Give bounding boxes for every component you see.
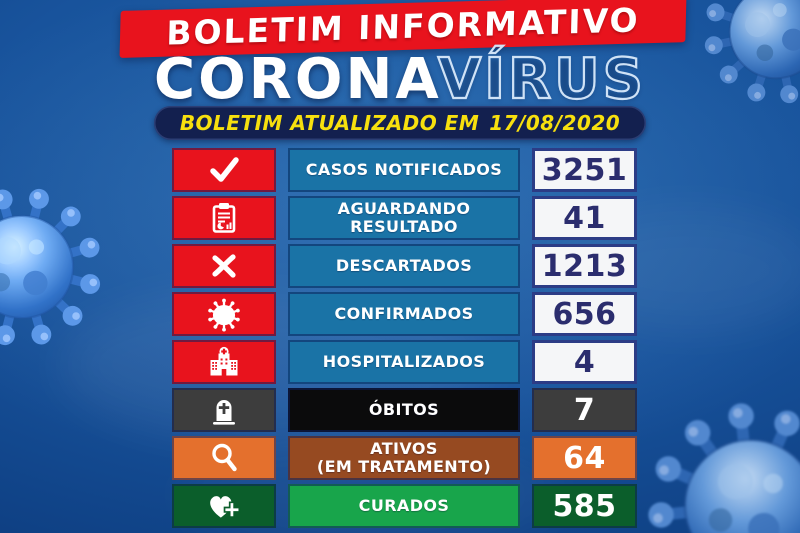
magnifier-icon [212, 443, 237, 472]
stat-row-casos-notificados: CASOS NOTIFICADOS 3251 [172, 148, 637, 192]
stat-row-descartados: DESCARTADOS 1213 [172, 244, 637, 288]
stat-row-hospitalizados: HOSPITALIZADOS 4 [172, 340, 637, 384]
stat-value: 7 [532, 388, 637, 432]
stat-value: 585 [532, 484, 637, 528]
coronavirus-left-decoration-icon [0, 165, 124, 369]
stat-row-obitos: ÓBITOS 7 [172, 388, 637, 432]
stat-label: AGUARDANDO RESULTADO [337, 199, 471, 236]
stat-label-cell: CONFIRMADOS [288, 292, 520, 336]
virus-icon [208, 298, 240, 332]
stat-icon-cell [172, 436, 276, 480]
stat-label: CONFIRMADOS [334, 304, 474, 324]
main-title-outline: VÍRUS [437, 47, 646, 112]
stat-label-cell: ÓBITOS [288, 388, 520, 432]
coronavirus-bottom-right-decoration-icon [609, 364, 800, 533]
main-title: CORONAVÍRUS [0, 50, 800, 108]
heart-plus-icon [210, 496, 241, 518]
stat-icon-cell [172, 484, 276, 528]
stat-row-confirmados: CONFIRMADOS 656 [172, 292, 637, 336]
stat-label: ATIVOS (EM TRATAMENTO) [316, 439, 492, 476]
stat-row-curados: CURADOS 585 [172, 484, 637, 528]
stat-value: 1213 [532, 244, 637, 288]
updated-label: BOLETIM ATUALIZADO EM [179, 111, 480, 135]
check-icon [210, 157, 239, 182]
stat-label-cell: ATIVOS (EM TRATAMENTO) [288, 436, 520, 480]
stat-label-cell: DESCARTADOS [288, 244, 520, 288]
stat-row-aguardando-resultado: AGUARDANDO RESULTADO 41 [172, 196, 637, 240]
stat-icon-cell [172, 292, 276, 336]
main-title-solid: CORONA [154, 47, 438, 112]
stat-value: 656 [532, 292, 637, 336]
stat-icon-cell [172, 244, 276, 288]
stat-row-ativos: ATIVOS (EM TRATAMENTO) 64 [172, 436, 637, 480]
x-icon [212, 254, 236, 278]
clipboard-icon [212, 203, 236, 233]
stat-icon-cell [172, 196, 276, 240]
hospital-icon [210, 346, 238, 376]
stat-label-cell: CASOS NOTIFICADOS [288, 148, 520, 192]
updated-date-pill: BOLETIM ATUALIZADO EM 17/08/2020 [154, 106, 646, 140]
stat-value: 4 [532, 340, 637, 384]
stat-icon-cell [172, 340, 276, 384]
banner-title: BOLETIM INFORMATIVO [165, 0, 641, 53]
stat-label-cell: CURADOS [288, 484, 520, 528]
stat-label: ÓBITOS [368, 400, 440, 420]
stat-label: HOSPITALIZADOS [322, 352, 486, 372]
stat-label-cell: HOSPITALIZADOS [288, 340, 520, 384]
stat-value: 64 [532, 436, 637, 480]
stat-label: CURADOS [358, 496, 450, 516]
stats-table: CASOS NOTIFICADOS 3251 AGUARDA [172, 148, 637, 528]
stat-value: 3251 [532, 148, 637, 192]
stat-icon-cell [172, 388, 276, 432]
stat-value: 41 [532, 196, 637, 240]
stat-label: DESCARTADOS [335, 256, 473, 276]
stat-label: CASOS NOTIFICADOS [305, 160, 503, 180]
stat-icon-cell [172, 148, 276, 192]
tombstone-icon [213, 400, 235, 425]
updated-date: 17/08/2020 [489, 111, 621, 135]
stat-label-cell: AGUARDANDO RESULTADO [288, 196, 520, 240]
